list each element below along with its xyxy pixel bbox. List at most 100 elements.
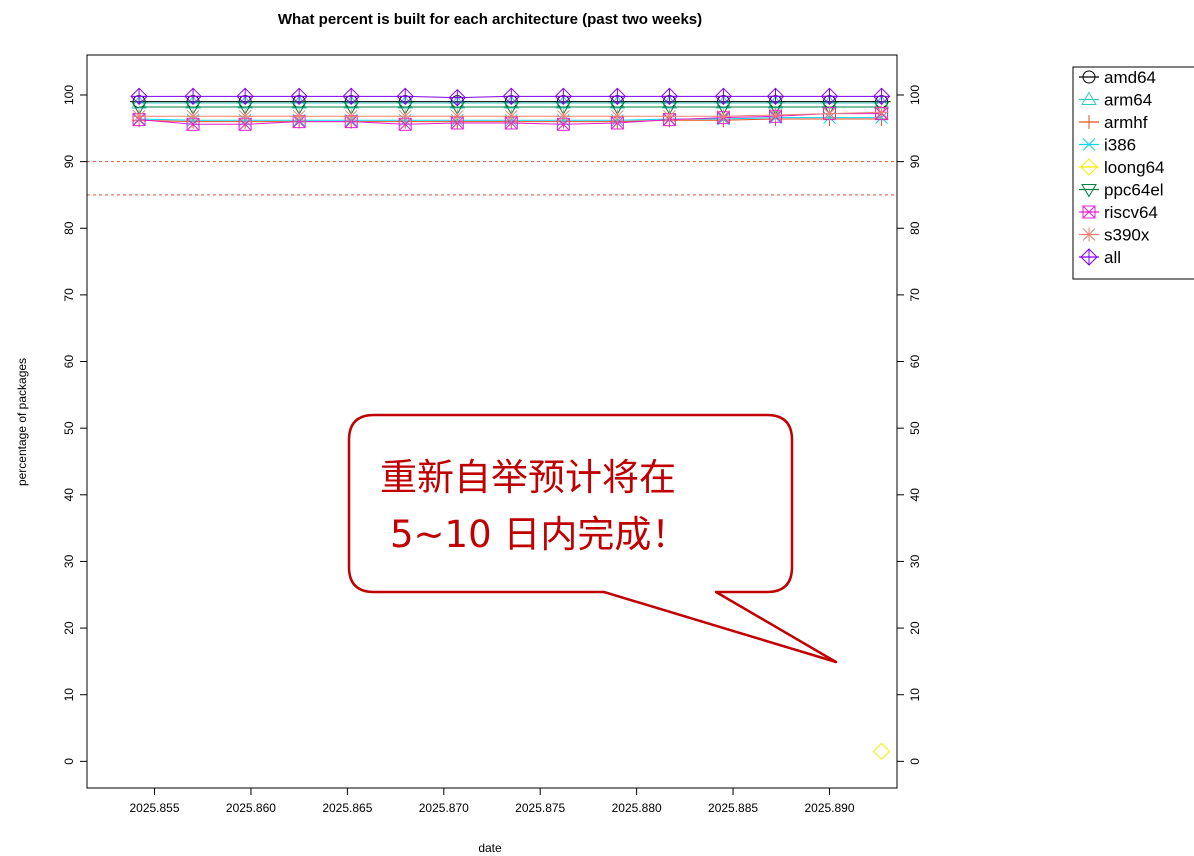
legend-marker-riscv64 (1082, 205, 1096, 219)
legend-item-all: all (1079, 248, 1121, 267)
legend-marker-loong64 (1080, 158, 1098, 176)
y-tick-label-right: 90 (908, 155, 922, 169)
y-tick-label-right: 30 (908, 554, 922, 568)
y-tick-label-left: 40 (62, 488, 76, 502)
point-s390x (504, 109, 519, 124)
y-tick-label-right: 20 (908, 621, 922, 635)
point-s390x (344, 109, 359, 124)
y-tick-label-right: 10 (908, 688, 922, 702)
x-axis: 2025.855 2025.860 2025.865 2025.870 2025.875… (129, 788, 855, 815)
point-s390x (186, 109, 201, 124)
point-all (184, 87, 202, 106)
legend-item-riscv64: riscv64 (1079, 203, 1158, 222)
legend-label: ppc64el (1104, 181, 1164, 200)
legend-item-i386: i386 (1079, 136, 1136, 155)
y-axis-right: 0 10 20 30 40 50 60 70 80 90 100 (897, 85, 922, 765)
y-tick-label-right: 40 (908, 488, 922, 502)
callout-bubble (347, 413, 838, 664)
y-tick-label-left: 80 (62, 221, 76, 235)
point-s390x (132, 109, 147, 124)
point-s390x (556, 109, 571, 124)
legend-label: loong64 (1104, 158, 1165, 177)
point-s390x (450, 109, 465, 124)
point-s390x (292, 109, 307, 124)
legend-label: riscv64 (1104, 203, 1158, 222)
y-tick-label-right: 70 (908, 288, 922, 302)
legend: amd64 arm64 armhf i386 loong64 ppc64el riscv64… (1072, 66, 1194, 280)
x-tick-label: 2025.880 (612, 801, 662, 815)
y-tick-label-left: 30 (62, 554, 76, 568)
point-s390x (716, 109, 731, 124)
point-loong64 (872, 742, 891, 761)
legend-marker-i386 (1082, 138, 1096, 151)
reference-lines (87, 161, 897, 196)
point-all (290, 87, 308, 106)
legend-marker-riscv64-stroke (1082, 205, 1096, 219)
legend-marker-i386-stroke (1082, 138, 1096, 151)
legend-label: all (1104, 248, 1121, 267)
point-all (236, 87, 254, 106)
point-all (130, 87, 148, 106)
legend-marker-all (1080, 248, 1098, 266)
point-s390x (662, 109, 677, 124)
x-tick-label: 2025.890 (804, 801, 854, 815)
y-tick-label-left: 90 (62, 155, 76, 169)
y-tick-label-left: 70 (62, 288, 76, 302)
legend-marker-loong64 (1080, 158, 1098, 176)
legend-label: amd64 (1104, 68, 1156, 87)
legend-items: amd64 arm64 armhf i386 loong64 ppc64el riscv64… (1079, 68, 1165, 267)
legend-item-armhf: armhf (1079, 113, 1148, 132)
series-loong64 (872, 742, 891, 761)
y-tick-label-right: 60 (908, 355, 922, 369)
point-all (502, 87, 520, 106)
point-s390x (822, 106, 837, 121)
legend-marker-armhf (1082, 115, 1096, 129)
point-s390x (238, 109, 253, 124)
point-all (766, 87, 785, 106)
x-tick-label: 2025.855 (129, 801, 179, 815)
y-tick-label-left: 10 (62, 688, 76, 702)
legend-label: arm64 (1104, 91, 1152, 110)
legend-item-s390x: s390x (1079, 226, 1150, 245)
legend-item-ppc64el: ppc64el (1079, 181, 1164, 200)
plot-frame (86, 54, 898, 789)
point-loong64 (872, 742, 891, 761)
series-layer (130, 87, 891, 761)
point-all (608, 87, 627, 106)
legend-item-amd64: amd64 (1079, 68, 1156, 87)
legend-marker-ppc64el (1081, 184, 1097, 198)
legend-item-arm64: arm64 (1079, 91, 1152, 110)
callout: 重新自举预计将在 5~10 日内完成！ (347, 413, 838, 664)
callout-line-2: 5~10 日内完成！ (390, 513, 688, 556)
point-s390x (874, 105, 889, 120)
point-s390x (610, 109, 625, 124)
legend-marker-s390x (1082, 227, 1096, 242)
point-all (396, 87, 414, 106)
legend-box (1072, 66, 1194, 280)
y-tick-label-left: 20 (62, 621, 76, 635)
point-s390x (398, 109, 413, 124)
legend-label: i386 (1104, 136, 1136, 155)
legend-marker-amd64 (1080, 70, 1098, 84)
point-all (448, 88, 466, 107)
y-tick-label-right: 0 (908, 758, 922, 765)
point-all (342, 87, 360, 106)
x-tick-label: 2025.875 (515, 801, 565, 815)
legend-marker-ppc64el (1081, 184, 1097, 198)
x-tick-label: 2025.870 (419, 801, 469, 815)
point-all (872, 87, 891, 106)
point-s390x (768, 107, 783, 122)
x-axis-label: date (478, 841, 502, 855)
point-all (660, 87, 679, 106)
x-tick-label: 2025.865 (322, 801, 372, 815)
legend-label: s390x (1104, 226, 1150, 245)
legend-label: armhf (1104, 113, 1148, 132)
y-tick-label-left: 50 (62, 421, 76, 435)
y-tick-label-right: 80 (908, 221, 922, 235)
series-s390x (132, 105, 889, 124)
series-all (130, 87, 891, 107)
x-tick-label: 2025.860 (226, 801, 276, 815)
point-all (820, 87, 839, 106)
y-tick-label-right: 50 (908, 421, 922, 435)
y-tick-label-left: 0 (62, 758, 76, 765)
